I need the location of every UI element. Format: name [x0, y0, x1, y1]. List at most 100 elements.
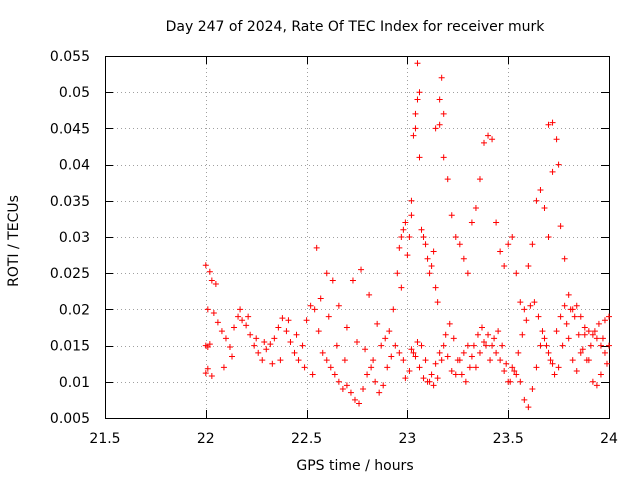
data-point-marker [513, 371, 520, 378]
data-point-marker [356, 400, 363, 407]
y-tick-label: 0.055 [50, 49, 90, 65]
data-point-marker [208, 277, 215, 284]
data-point-marker [402, 219, 409, 226]
x-tick-label: 24 [600, 431, 618, 447]
y-tick-label: 0.035 [50, 194, 90, 210]
data-point-marker [537, 342, 544, 349]
data-point-marker [452, 371, 459, 378]
data-point-marker [561, 255, 568, 262]
data-point-marker [291, 349, 298, 356]
data-point-marker [517, 299, 524, 306]
data-point-marker [247, 331, 254, 338]
y-tick-label: 0.005 [50, 411, 90, 427]
data-point-marker [497, 357, 504, 364]
data-point-marker [438, 357, 445, 364]
data-point-marker [220, 364, 227, 371]
data-point-marker [206, 341, 213, 348]
data-point-marker [466, 364, 473, 371]
data-point-marker [343, 324, 350, 331]
data-point-marker [406, 367, 413, 374]
data-point-marker [468, 353, 475, 360]
data-point-marker [537, 186, 544, 193]
data-point-marker [448, 212, 455, 219]
data-point-marker [212, 281, 219, 288]
grid-lines [105, 56, 609, 418]
data-point-marker [460, 255, 467, 262]
data-point-marker [434, 375, 441, 382]
data-point-marker [533, 364, 540, 371]
data-point-marker [418, 226, 425, 233]
data-point-marker [577, 349, 584, 356]
data-point-marker [309, 371, 316, 378]
data-point-marker [339, 386, 346, 393]
data-point-marker [366, 291, 373, 298]
data-point-marker [239, 317, 246, 324]
data-point-marker [253, 335, 260, 342]
data-point-marker [547, 357, 554, 364]
data-point-marker [416, 89, 423, 96]
data-point-marker [460, 349, 467, 356]
data-point-marker [414, 338, 421, 345]
data-point-marker [481, 338, 488, 345]
data-point-marker [557, 313, 564, 320]
data-point-marker [452, 234, 459, 240]
data-point-marker [599, 335, 606, 342]
data-point-marker [565, 291, 572, 298]
y-tick-label: 0.03 [59, 230, 90, 246]
data-point-marker [571, 313, 578, 320]
data-point-marker [428, 371, 435, 378]
data-point-marker [549, 360, 556, 367]
data-point-marker [428, 262, 435, 269]
data-point-marker [347, 389, 354, 396]
data-point-marker [440, 342, 447, 349]
data-point-marker [388, 353, 395, 360]
data-point-marker [335, 378, 342, 385]
data-point-marker [436, 349, 443, 356]
data-point-marker [593, 382, 600, 389]
data-point-marker [444, 176, 451, 183]
data-point-marker [458, 371, 465, 378]
data-point-marker [259, 357, 266, 364]
data-point-marker [563, 320, 570, 327]
data-point-marker [474, 331, 481, 338]
data-point-marker [583, 357, 590, 364]
data-point-marker [237, 306, 244, 313]
data-point-marker [545, 234, 552, 240]
data-point-marker [218, 328, 225, 335]
data-point-marker [485, 132, 492, 139]
data-point-marker [317, 295, 324, 302]
data-point-marker [444, 353, 451, 360]
data-point-marker [408, 197, 415, 204]
data-point-marker [313, 244, 320, 251]
data-point-marker [541, 335, 548, 342]
x-tick-label: 22 [197, 431, 215, 447]
data-point-marker [416, 154, 423, 161]
data-point-marker [432, 360, 439, 367]
data-point-marker [525, 404, 532, 411]
data-point-marker [549, 119, 556, 126]
data-point-marker [436, 96, 443, 103]
data-point-marker [585, 328, 592, 335]
data-point-marker [545, 349, 552, 356]
data-point-marker [597, 342, 604, 349]
data-point-marker [569, 357, 576, 364]
data-point-marker [299, 342, 306, 349]
data-point-marker [606, 342, 612, 349]
data-point-marker [565, 335, 572, 342]
data-point-marker [372, 378, 379, 385]
data-point-marker [597, 371, 604, 378]
data-point-marker [577, 313, 584, 320]
data-point-marker [462, 378, 469, 385]
data-point-marker [464, 270, 471, 277]
data-point-marker [378, 342, 385, 349]
data-point-marker [472, 364, 479, 371]
x-tick-label: 23 [398, 431, 416, 447]
data-point-marker [491, 335, 498, 342]
data-point-marker [408, 212, 415, 219]
data-point-marker [414, 96, 421, 103]
data-point-marker [523, 317, 530, 324]
data-point-marker [261, 338, 268, 345]
data-point-marker [573, 302, 580, 309]
data-point-marker [420, 234, 427, 240]
